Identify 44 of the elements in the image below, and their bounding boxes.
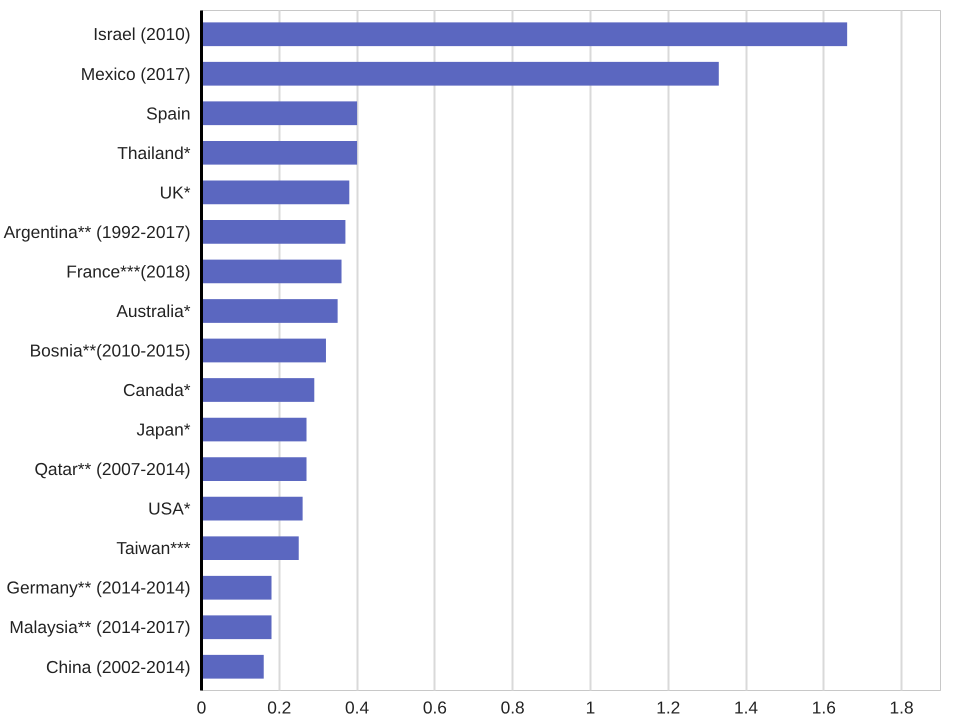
y-tick-label: Mexico (2017) xyxy=(80,64,191,84)
x-tick-label: 0.6 xyxy=(422,698,447,718)
bar xyxy=(202,101,358,126)
x-tick-label: 1.4 xyxy=(734,698,758,718)
y-tick-label: Canada* xyxy=(123,380,191,400)
y-tick-label: Taiwan*** xyxy=(116,538,191,558)
x-tick-label: 0.8 xyxy=(500,698,525,718)
bar xyxy=(202,140,358,165)
bar xyxy=(202,338,326,362)
y-tick-label: UK* xyxy=(160,182,191,202)
bar xyxy=(202,180,350,204)
bar xyxy=(202,299,338,323)
y-tick-label: Bosnia**(2010-2015) xyxy=(30,340,191,360)
bar xyxy=(202,496,303,520)
y-tick-label: Thailand* xyxy=(117,142,191,163)
y-tick-label: China (2002-2014) xyxy=(46,656,191,677)
bar xyxy=(202,62,719,86)
x-tick-label: 1 xyxy=(586,698,596,718)
bar xyxy=(202,418,307,442)
bar xyxy=(202,576,272,600)
y-tick-label: Malaysia** (2014-2017) xyxy=(9,617,191,638)
y-tick-label: Japan* xyxy=(136,420,191,440)
x-tick-label: 1.6 xyxy=(812,698,836,718)
y-tick-label: Qatar** (2007-2014) xyxy=(34,459,190,480)
y-tick-label: Australia* xyxy=(116,300,191,321)
bar xyxy=(202,220,346,244)
bar xyxy=(202,457,307,481)
y-tick-label: Israel (2010) xyxy=(93,24,191,44)
x-tick-label: 1.8 xyxy=(890,698,914,718)
bar xyxy=(202,260,342,284)
bar xyxy=(202,22,848,46)
x-tick-label: 0.4 xyxy=(345,698,370,718)
bar xyxy=(202,654,264,679)
y-tick-label: USA* xyxy=(148,498,191,519)
bar xyxy=(202,378,314,402)
x-tick-label: 0.2 xyxy=(267,698,292,718)
bar xyxy=(202,536,299,560)
y-tick-label: Argentina** (1992-2017) xyxy=(4,222,191,242)
y-tick-label: Germany** (2014-2014) xyxy=(6,578,190,598)
y-tick-label: Spain xyxy=(146,103,191,124)
y-tick-label: France***(2018) xyxy=(66,261,190,282)
x-tick-label: 1.2 xyxy=(656,698,680,718)
bar xyxy=(202,615,272,640)
x-tick-label: 0 xyxy=(196,698,206,718)
